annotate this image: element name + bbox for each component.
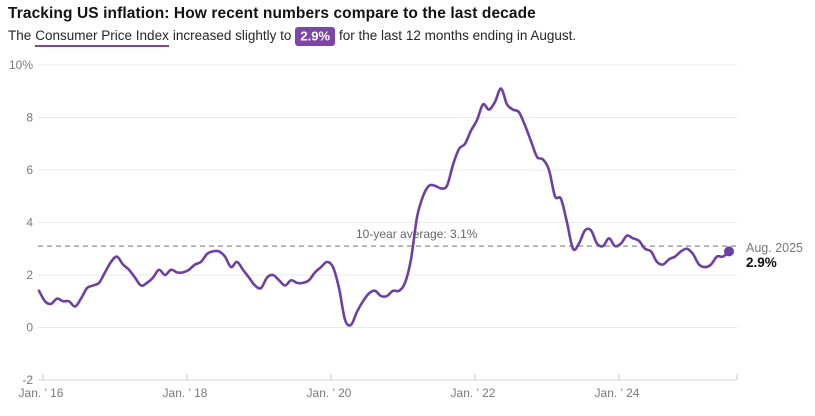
gridlines-group: 10% 8 6 4 2 0 -2	[9, 58, 737, 387]
end-label-date: Aug. 2025	[746, 241, 803, 255]
x-axis-group: Jan. ’ 16 Jan. ’ 18 Jan. ’ 20 Jan. ’ 22 Jan.…	[19, 374, 738, 400]
subtitle-suffix: for the last 12 months ending in August.	[339, 28, 577, 43]
y-tick-label: 10%	[9, 58, 33, 72]
chart-subtitle: The Consumer Price Index increased slightl…	[8, 26, 788, 47]
y-tick-label: -2	[22, 373, 33, 387]
cpi-index-link[interactable]: Consumer Price Index	[35, 28, 169, 47]
subtitle-mid: increased slightly to	[172, 28, 292, 43]
y-tick-label: 6	[26, 163, 33, 177]
inflation-rate-badge: 2.9%	[295, 26, 336, 46]
average-annotation: 10-year average: 3.1%	[356, 227, 478, 241]
x-tick-label: Jan. ’ 16	[19, 386, 64, 400]
y-tick-label: 4	[26, 216, 33, 230]
y-tick-label: 0	[26, 321, 33, 335]
end-label-value: 2.9%	[746, 255, 777, 270]
x-tick-label: Jan. ’ 18	[163, 386, 208, 400]
end-point-dot	[724, 246, 734, 257]
y-tick-label: 8	[26, 111, 33, 125]
x-tick-label: Jan. ’ 20	[307, 386, 352, 400]
y-tick-label: 2	[26, 268, 33, 282]
page-title: Tracking US inflation: How recent number…	[8, 5, 536, 22]
x-tick-label: Jan. ’ 24	[595, 386, 640, 400]
subtitle-prefix: The	[8, 28, 32, 43]
x-tick-label: Jan. ’ 22	[451, 386, 496, 400]
cpi-line	[37, 87, 731, 327]
